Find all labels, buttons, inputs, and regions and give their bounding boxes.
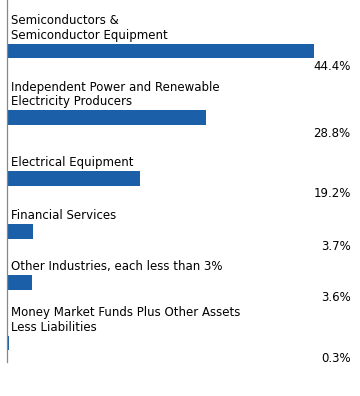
Text: Financial Services: Financial Services bbox=[11, 209, 116, 222]
Text: Independent Power and Renewable
Electricity Producers: Independent Power and Renewable Electric… bbox=[11, 81, 219, 108]
Text: 3.7%: 3.7% bbox=[321, 240, 351, 253]
Text: 3.6%: 3.6% bbox=[321, 291, 351, 304]
Bar bbox=[7, 275, 32, 290]
Text: 28.8%: 28.8% bbox=[314, 127, 351, 140]
Bar bbox=[7, 335, 9, 350]
Text: Money Market Funds Plus Other Assets
Less Liabilities: Money Market Funds Plus Other Assets Les… bbox=[11, 306, 240, 333]
Bar bbox=[7, 110, 206, 125]
Text: Other Industries, each less than 3%: Other Industries, each less than 3% bbox=[11, 260, 222, 273]
Bar bbox=[7, 171, 140, 186]
Text: Electrical Equipment: Electrical Equipment bbox=[11, 156, 133, 169]
Bar bbox=[7, 224, 33, 239]
Text: Semiconductors &
Semiconductor Equipment: Semiconductors & Semiconductor Equipment bbox=[11, 14, 167, 42]
Text: 44.4%: 44.4% bbox=[313, 60, 351, 73]
Text: 19.2%: 19.2% bbox=[313, 187, 351, 200]
Text: 0.3%: 0.3% bbox=[321, 352, 351, 365]
Bar bbox=[7, 44, 314, 59]
